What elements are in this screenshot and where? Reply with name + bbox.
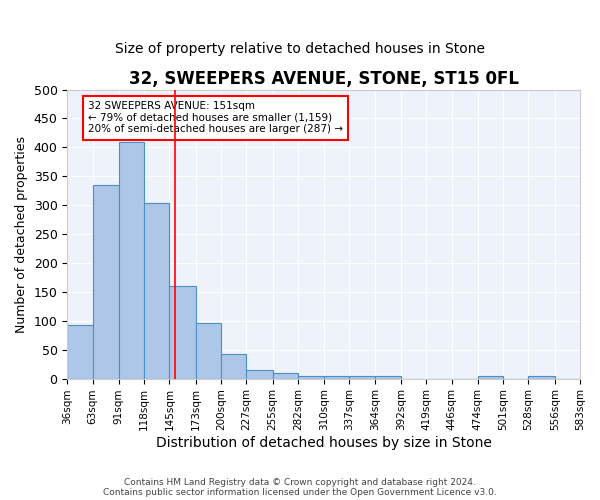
Y-axis label: Number of detached properties: Number of detached properties [15, 136, 28, 332]
Bar [247, 370, 272, 378]
Bar [529, 376, 554, 378]
Text: Size of property relative to detached houses in Stone: Size of property relative to detached ho… [115, 42, 485, 56]
Bar [169, 286, 196, 378]
Bar [324, 376, 349, 378]
Bar [144, 204, 169, 378]
Bar [221, 354, 247, 378]
Bar [272, 374, 298, 378]
Bar [298, 376, 324, 378]
Bar [478, 376, 503, 378]
Title: 32, SWEEPERS AVENUE, STONE, ST15 0FL: 32, SWEEPERS AVENUE, STONE, ST15 0FL [128, 70, 518, 88]
X-axis label: Distribution of detached houses by size in Stone: Distribution of detached houses by size … [156, 436, 491, 450]
Text: 32 SWEEPERS AVENUE: 151sqm
← 79% of detached houses are smaller (1,159)
20% of s: 32 SWEEPERS AVENUE: 151sqm ← 79% of deta… [88, 101, 343, 134]
Bar [349, 376, 375, 378]
Bar [375, 376, 401, 378]
Text: Contains HM Land Registry data © Crown copyright and database right 2024.
Contai: Contains HM Land Registry data © Crown c… [103, 478, 497, 497]
Bar [67, 325, 92, 378]
Bar [92, 185, 119, 378]
Bar [119, 142, 144, 378]
Bar [196, 322, 221, 378]
